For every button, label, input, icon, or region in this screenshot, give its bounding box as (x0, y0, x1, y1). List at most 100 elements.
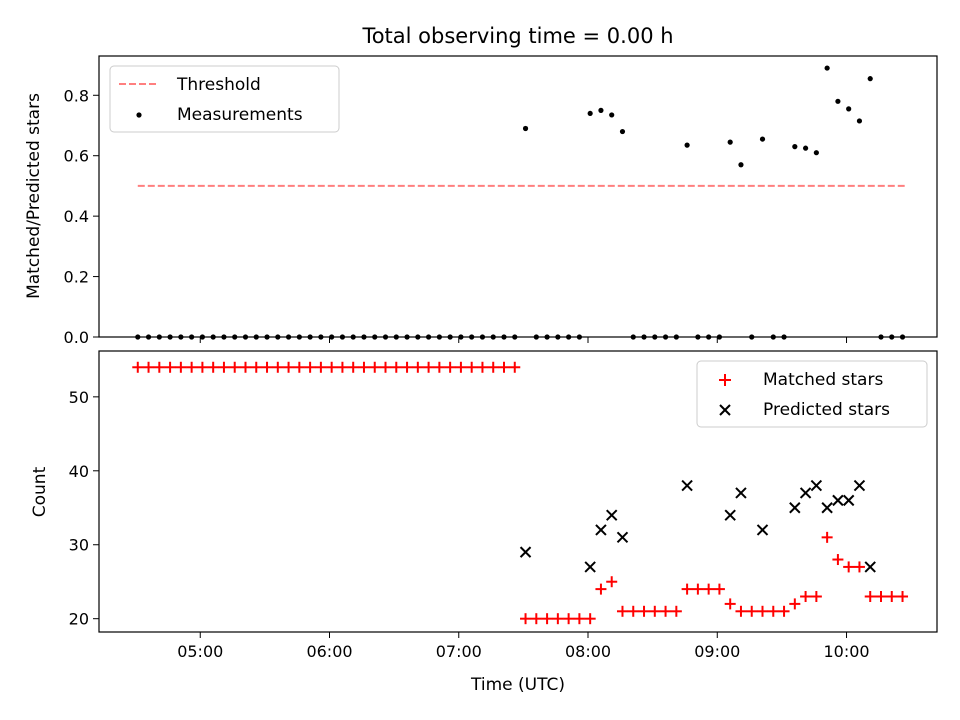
matched-point (573, 613, 585, 625)
top-y-tick-label: 0.6 (64, 147, 89, 166)
matched-point (326, 361, 338, 373)
matched-point (552, 613, 564, 625)
matched-point (218, 361, 230, 373)
bottom-panel: 05:00 06:00 07:00 08:00 09:00 10:00 20 30 40 50 C… (30, 350, 938, 695)
matched-point (541, 613, 553, 625)
matched-point (616, 605, 628, 617)
matched-point (800, 591, 812, 603)
predicted-legend-swatch (719, 404, 731, 416)
matched-point (638, 605, 650, 617)
matched-point (239, 361, 251, 373)
matched-point (897, 591, 909, 603)
measurement-point (846, 106, 852, 112)
bottom-legend-box (696, 360, 928, 428)
matched-point (283, 361, 295, 373)
matched-point (358, 361, 370, 373)
matched-point (196, 361, 208, 373)
matched-point (724, 598, 736, 610)
matched-point (886, 591, 898, 603)
top-legend: Threshold Measurements (109, 65, 340, 133)
matched-point (347, 361, 359, 373)
matched-point (293, 361, 305, 373)
matched-point (229, 361, 241, 373)
top-y-tick-label: 0.0 (64, 328, 89, 347)
legend-threshold: Threshold (176, 75, 261, 95)
top-y-tick-label: 0.4 (64, 207, 89, 226)
measurement-point (587, 110, 593, 117)
matched-point (875, 591, 887, 603)
matched-point (175, 361, 187, 373)
matched-point (509, 361, 521, 373)
measurement-point (684, 142, 690, 148)
matched-point (207, 361, 219, 373)
predicted-point (864, 561, 876, 573)
matched-point (832, 554, 844, 566)
matched-point (390, 361, 402, 373)
top-legend-box (109, 65, 340, 133)
legend-predicted-stars: Predicted stars (763, 400, 890, 420)
matched-point (164, 361, 176, 373)
top-axis-ticks: 0.0 0.2 0.4 0.6 0.8 (64, 86, 848, 347)
bottom-legend: Matched stars Predicted stars (696, 360, 928, 428)
matched-point (153, 361, 165, 373)
matched-point (423, 361, 435, 373)
measurement-point (609, 112, 615, 118)
matched-point (132, 361, 144, 373)
matched-point (821, 531, 833, 543)
measurement-point (619, 128, 626, 135)
measurement-point (867, 76, 873, 82)
chart-title: Total observing time = 0.00 h (361, 24, 673, 48)
matched-point (380, 361, 392, 373)
top-y-tick-label: 0.2 (64, 268, 89, 287)
predicted-point (584, 561, 596, 573)
x-axis-label: Time (UTC) (470, 675, 565, 695)
matched-point (444, 361, 456, 373)
matched-point (412, 361, 424, 373)
matched-point (767, 605, 779, 617)
matched-point (713, 583, 725, 595)
predicted-point (616, 531, 629, 544)
bottom-plot-area (132, 361, 909, 625)
matched-point (401, 361, 413, 373)
matched-point (778, 605, 790, 617)
bottom-y-tick-label: 40 (69, 462, 89, 481)
matched-point (703, 583, 715, 595)
x-tick-label: 06:00 (306, 642, 352, 661)
matched-point (272, 361, 284, 373)
matched-point (530, 613, 542, 625)
matched-legend-swatch (719, 374, 731, 386)
legend-measurements: Measurements (177, 105, 303, 125)
bottom-axis-ticks: 05:00 06:00 07:00 08:00 09:00 10:00 20 30 40 50 (69, 388, 870, 661)
legend-matched-stars: Matched stars (763, 370, 883, 390)
matched-point (143, 361, 155, 373)
matched-point (433, 361, 445, 373)
bottom-axes-frame (98, 350, 938, 633)
matched-point (595, 583, 607, 595)
x-tick-label: 07:00 (436, 642, 482, 661)
measurement-point (802, 145, 809, 151)
predicted-point (724, 509, 736, 521)
bottom-y-tick-label: 50 (69, 388, 89, 407)
bottom-y-tick-label: 20 (69, 610, 89, 629)
top-panel: 0.00.20.40.60.8 Matched/Predicted stars … (24, 55, 938, 347)
matched-point (649, 605, 661, 617)
predicted-point (606, 509, 618, 521)
predicted-point (756, 524, 769, 536)
predicted-point (595, 524, 607, 536)
matched-point (261, 361, 273, 373)
matched-point (660, 605, 672, 617)
measurement-point (813, 150, 819, 156)
x-tick-label: 10:00 (823, 642, 869, 661)
measurement-point (824, 65, 830, 71)
matched-point (563, 613, 575, 625)
predicted-point (519, 546, 532, 558)
measurement-point (856, 118, 863, 124)
x-tick-label: 08:00 (565, 642, 611, 661)
measurement-point (792, 144, 798, 150)
matched-point (466, 361, 478, 373)
matched-point (843, 561, 855, 573)
matched-point (186, 361, 198, 373)
matched-point (250, 361, 262, 373)
matched-point (520, 613, 532, 625)
measurement-point (759, 136, 766, 142)
